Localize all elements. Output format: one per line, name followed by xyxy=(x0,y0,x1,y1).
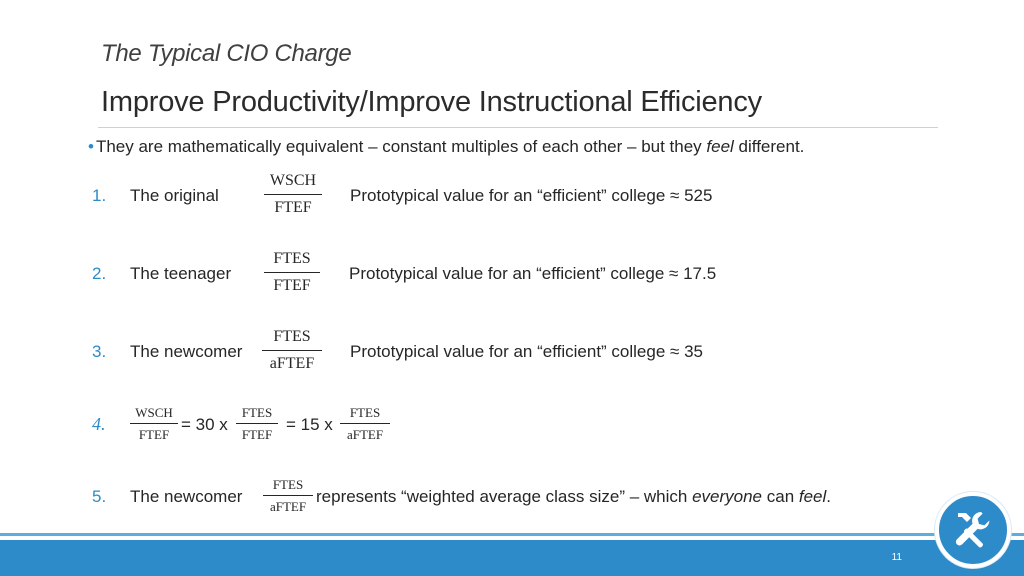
equation-operator-1: = 30 x xyxy=(181,415,228,434)
equation-fraction-3-denominator: aFTEF xyxy=(346,427,384,442)
item-2-note: Prototypical value for an “efficient” co… xyxy=(349,264,717,283)
page-title: Improve Productivity/Improve Instruction… xyxy=(101,86,762,118)
item-5-text-before: represents “weighted average class size”… xyxy=(316,487,693,506)
equation-fraction-1-numerator: WSCH xyxy=(135,405,173,420)
equation-fraction-1-bar xyxy=(130,423,178,424)
bullet-text-before: They are mathematically equivalent – con… xyxy=(95,137,707,156)
bullet-text-after: different. xyxy=(733,137,805,156)
item-1-fraction-bar xyxy=(264,194,322,195)
tools-icon xyxy=(955,512,990,548)
item-2-fraction: FTES FTEF xyxy=(264,251,320,294)
item-2-denominator: FTEF xyxy=(273,277,311,294)
equation-fraction-3-numerator: FTES xyxy=(349,405,381,420)
footer-band-highlight xyxy=(0,533,1024,536)
item-5-label: The newcomer xyxy=(130,487,243,506)
tools-badge xyxy=(935,492,1011,568)
item-1-denominator: FTEF xyxy=(274,199,312,216)
item-3-fraction: FTES aFTEF xyxy=(262,329,322,372)
item-5-emphasis-everyone: everyone xyxy=(692,487,763,506)
equation-fraction-3-bar xyxy=(340,423,390,424)
item-3-fraction-bar xyxy=(262,350,322,351)
item-5-numerator: FTES xyxy=(272,477,304,492)
item-3-numerator: FTES xyxy=(273,328,311,345)
equation-fraction-2: FTES FTEF xyxy=(236,406,278,441)
equation-fraction-2-bar xyxy=(236,423,278,424)
equation-operator-2: = 15 x xyxy=(286,415,333,434)
page-number: 11 xyxy=(891,552,902,563)
item-5-text: represents “weighted average class size”… xyxy=(316,487,831,507)
equation-fraction-1-denominator: FTEF xyxy=(138,427,170,442)
item-2-numerator: FTES xyxy=(273,250,311,267)
item-1-note: Prototypical value for an “efficient” co… xyxy=(350,186,713,205)
bullet-text: • They are mathematically equivalent – co… xyxy=(88,137,804,157)
item-2-number: 2. xyxy=(92,264,107,283)
subtitle: The Typical CIO Charge xyxy=(101,40,352,67)
item-1-label: The original xyxy=(130,186,219,205)
item-5-fraction-bar xyxy=(263,495,313,496)
equation-fraction-2-denominator: FTEF xyxy=(241,427,273,442)
title-divider xyxy=(98,127,938,128)
item-5-number: 5. xyxy=(92,487,107,506)
item-1-fraction: WSCH FTEF xyxy=(264,173,322,216)
item-4-number: 4. xyxy=(92,414,106,434)
item-3-denominator: aFTEF xyxy=(269,355,315,372)
item-3-label: The newcomer xyxy=(130,342,243,361)
item-5-denominator: aFTEF xyxy=(269,499,307,514)
equation-fraction-3: FTES aFTEF xyxy=(340,406,390,441)
equation-fraction-2-numerator: FTES xyxy=(241,405,273,420)
item-5-fraction: FTES aFTEF xyxy=(263,478,313,513)
item-3-note: Prototypical value for an “efficient” co… xyxy=(350,342,703,361)
bullet-emphasis: feel xyxy=(706,137,734,156)
item-2-fraction-bar xyxy=(264,272,320,273)
bullet-marker: • xyxy=(88,137,94,156)
equation-fraction-1: WSCH FTEF xyxy=(130,406,178,441)
item-2-label: The teenager xyxy=(130,264,232,283)
item-1-number: 1. xyxy=(92,186,107,205)
footer-band xyxy=(0,540,1024,576)
item-1-numerator: WSCH xyxy=(269,172,317,189)
item-3-number: 3. xyxy=(92,342,107,361)
item-5-text-after: . xyxy=(826,487,832,506)
item-5-text-middle: can xyxy=(762,487,799,506)
item-5-emphasis-feel: feel xyxy=(798,487,827,506)
